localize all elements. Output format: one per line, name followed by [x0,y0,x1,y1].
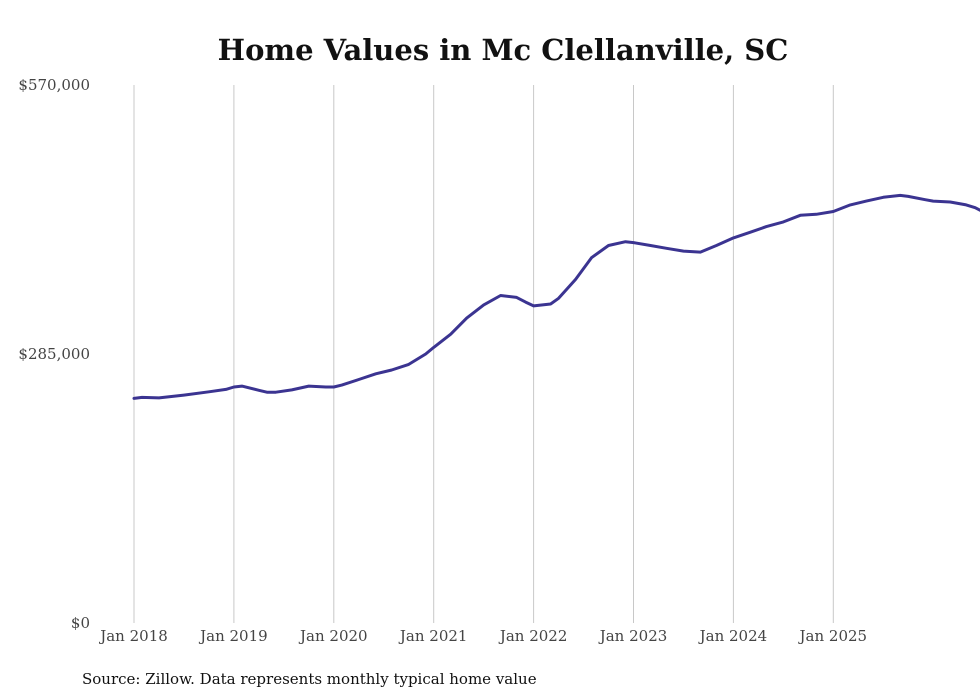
y-tick-label: $285,000 [18,345,90,363]
x-tick-label: Jan 2022 [498,627,568,645]
x-tick-label: Jan 2018 [98,627,168,645]
source-note: Source: Zillow. Data represents monthly … [82,670,537,688]
x-tick-label: Jan 2021 [398,627,468,645]
y-tick-label: $570,000 [18,76,90,94]
y-axis-tick-labels: $0 $285,000 $570,000 [18,76,90,632]
x-tick-label: Jan 2023 [598,627,668,645]
y-tick-label: $0 [71,614,90,632]
chart-title: Home Values in Mc Clellanville, SC [218,33,789,67]
x-tick-label: Jan 2024 [698,627,768,645]
grid-lines [133,85,834,623]
series-layer: $435,530 [132,193,980,400]
x-tick-label: Jan 2025 [798,627,868,645]
x-axis-tick-labels: Jan 2018 Jan 2019 Jan 2020 Jan 2021 Jan 2022… [98,627,867,645]
x-tick-label: Jan 2019 [198,627,268,645]
x-tick-label: Jan 2020 [298,627,368,645]
series-line [132,193,980,400]
